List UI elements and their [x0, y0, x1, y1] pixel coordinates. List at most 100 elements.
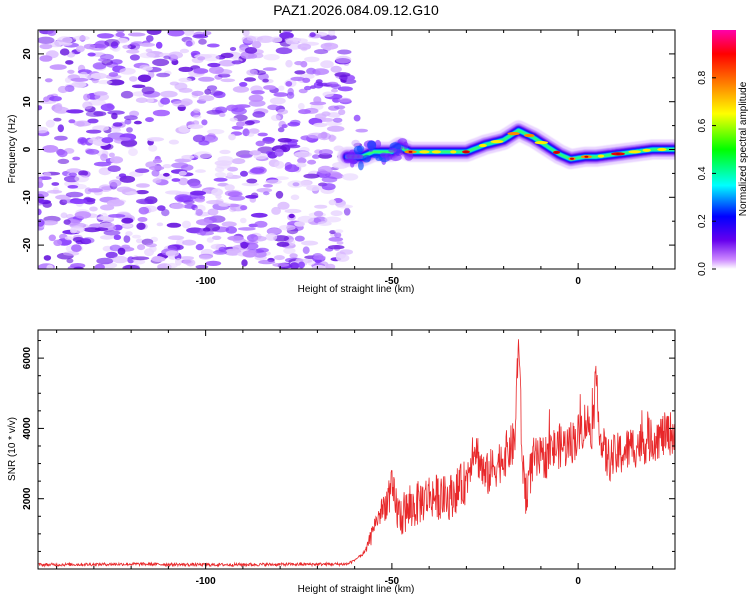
- noise-blob: [295, 162, 307, 168]
- noise-blob: [333, 105, 346, 110]
- noise-blob: [89, 223, 103, 228]
- signal-hotspot: [657, 147, 667, 152]
- noise-blob: [110, 127, 122, 133]
- noise-blob: [156, 222, 164, 227]
- noise-blob: [63, 219, 71, 225]
- noise-blob: [197, 56, 206, 61]
- signal-spread-blob: [353, 145, 363, 155]
- noise-blob: [93, 91, 108, 96]
- noise-blob: [207, 62, 221, 68]
- colorbar-tick-label: 0.6: [697, 118, 708, 132]
- noise-blob: [108, 179, 122, 187]
- noise-blob: [73, 120, 92, 127]
- noise-blob: [294, 70, 306, 75]
- colorbar: 0.0 0.2 0.4 0.6 0.8 Normalized spectral ampl…: [697, 30, 749, 276]
- noise-blob: [49, 64, 67, 70]
- noise-blob: [285, 81, 293, 87]
- noise-blob: [70, 77, 89, 82]
- noise-blob: [107, 110, 125, 115]
- noise-blob: [262, 67, 277, 71]
- noise-blob: [145, 48, 153, 53]
- spectrogram-x-ticks: -100 -50 0: [56, 30, 654, 287]
- noise-blob: [93, 161, 111, 167]
- noise-blob: [135, 183, 150, 188]
- noise-blob: [190, 190, 206, 196]
- noise-blob: [104, 39, 120, 47]
- noise-blob: [338, 109, 346, 116]
- noise-blob: [73, 35, 90, 41]
- noise-blob: [204, 88, 212, 95]
- noise-blob: [292, 38, 308, 44]
- noise-blob: [267, 104, 280, 111]
- signal-peak: [464, 150, 468, 153]
- noise-blob: [198, 195, 205, 200]
- signal-hotspot: [490, 140, 504, 144]
- noise-blob: [206, 200, 224, 205]
- noise-blob: [245, 194, 259, 199]
- noise-blob: [131, 84, 146, 89]
- noise-blob: [57, 150, 68, 158]
- noise-blob: [105, 251, 118, 259]
- x-tick-label: -50: [385, 276, 400, 287]
- noise-blob: [108, 214, 126, 218]
- noise-blob: [121, 244, 131, 250]
- noise-blob: [212, 235, 222, 240]
- noise-blob: [136, 198, 154, 205]
- noise-blob: [312, 154, 320, 159]
- noise-blob: [334, 72, 351, 78]
- noise-blob: [228, 133, 236, 141]
- noise-blob: [137, 74, 152, 83]
- noise-blob: [298, 109, 311, 115]
- noise-blob: [192, 134, 206, 143]
- noise-blob: [137, 244, 146, 251]
- noise-blob: [100, 103, 115, 112]
- noise-blob: [301, 240, 319, 246]
- colorbar-tick-label: 0.4: [697, 166, 708, 180]
- noise-blob: [277, 201, 290, 210]
- noise-blob: [72, 156, 81, 161]
- noise-blob: [125, 231, 133, 237]
- noise-blob: [201, 119, 208, 126]
- noise-blob: [88, 99, 106, 106]
- colorbar-ticks: 0.0 0.2 0.4 0.6 0.8: [697, 70, 716, 276]
- noise-blob: [112, 122, 123, 127]
- noise-blob: [206, 237, 214, 243]
- signal-spread-blob: [367, 140, 377, 151]
- noise-blob: [54, 135, 68, 141]
- noise-blob: [302, 246, 310, 254]
- noise-blob: [220, 78, 236, 83]
- noise-blob: [133, 120, 142, 125]
- y-tick-label: -10: [22, 190, 33, 205]
- noise-blob: [225, 226, 237, 234]
- noise-blob: [325, 263, 336, 269]
- noise-blob: [318, 149, 333, 156]
- noise-blob: [45, 119, 55, 128]
- noise-blob: [135, 97, 148, 103]
- y-tick-label: 0: [22, 146, 33, 152]
- noise-blob: [242, 129, 250, 137]
- noise-blob: [53, 117, 62, 122]
- noise-blob: [195, 208, 203, 216]
- noise-blob: [87, 52, 96, 57]
- noise-blob: [42, 145, 59, 153]
- noise-blob: [156, 72, 171, 78]
- noise-blob: [68, 119, 76, 124]
- noise-blob: [38, 105, 43, 111]
- noise-blob: [224, 184, 235, 191]
- noise-blob: [255, 140, 265, 147]
- y-tick-label: 2000: [22, 487, 33, 510]
- noise-blob: [231, 158, 246, 165]
- noise-blob: [284, 208, 302, 214]
- noise-blob: [252, 111, 266, 118]
- noise-blob: [44, 78, 53, 83]
- noise-blob: [229, 47, 237, 51]
- noise-blob: [242, 30, 250, 37]
- noise-blob: [328, 30, 336, 37]
- chart-title: PAZ1.2026.084.09.12.G10: [273, 2, 439, 18]
- noise-blob: [56, 36, 73, 45]
- snr-x-ticks: -100 -50 0: [56, 330, 654, 587]
- noise-blob: [277, 108, 289, 115]
- noise-blob: [250, 212, 268, 218]
- noise-blob: [137, 217, 148, 222]
- noise-blob: [139, 42, 156, 47]
